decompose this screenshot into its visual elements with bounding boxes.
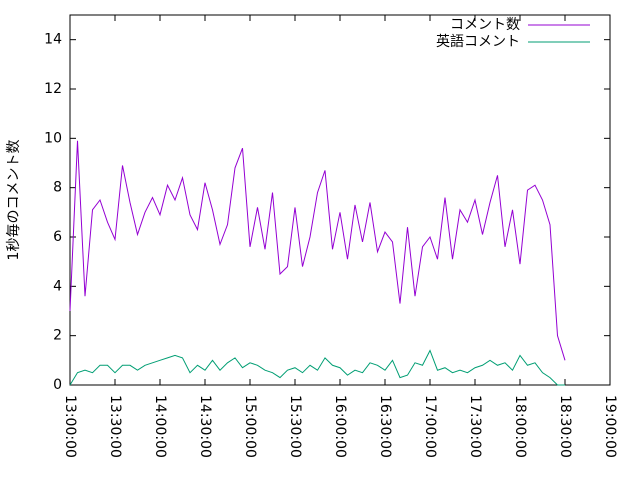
x-tick-label: 18:00:00 bbox=[512, 395, 528, 458]
legend-label: コメント数 bbox=[450, 17, 520, 33]
y-axis-label: 1秒毎のコメント数 bbox=[6, 140, 22, 261]
line-series bbox=[69, 349, 565, 386]
x-tick-label: 13:00:00 bbox=[62, 395, 78, 458]
x-tick-label: 16:30:00 bbox=[377, 395, 393, 458]
y-tick-label: 4 bbox=[53, 278, 62, 294]
legend-label: 英語コメント bbox=[436, 33, 520, 50]
x-tick-label: 17:00:00 bbox=[422, 395, 438, 458]
line-series bbox=[69, 140, 566, 361]
x-tick-label: 13:30:00 bbox=[107, 395, 123, 458]
y-tick-label: 14 bbox=[44, 32, 62, 48]
x-tick-label: 18:30:00 bbox=[557, 395, 573, 458]
x-tick-label: 15:00:00 bbox=[242, 395, 258, 458]
x-tick-label: 16:00:00 bbox=[332, 395, 348, 458]
y-tick-label: 6 bbox=[53, 229, 62, 245]
x-tick-label: 15:30:00 bbox=[287, 395, 303, 458]
x-tick-label: 14:00:00 bbox=[152, 395, 168, 458]
y-tick-label: 0 bbox=[53, 377, 62, 393]
y-tick-label: 12 bbox=[44, 81, 62, 97]
y-tick-label: 10 bbox=[44, 130, 62, 146]
x-tick-label: 17:30:00 bbox=[467, 395, 483, 458]
x-tick-label: 14:30:00 bbox=[197, 395, 213, 458]
y-tick-label: 2 bbox=[53, 328, 62, 344]
y-tick-label: 8 bbox=[53, 180, 62, 196]
plot-frame bbox=[69, 14, 611, 386]
x-tick-label: 19:00:00 bbox=[602, 395, 618, 458]
